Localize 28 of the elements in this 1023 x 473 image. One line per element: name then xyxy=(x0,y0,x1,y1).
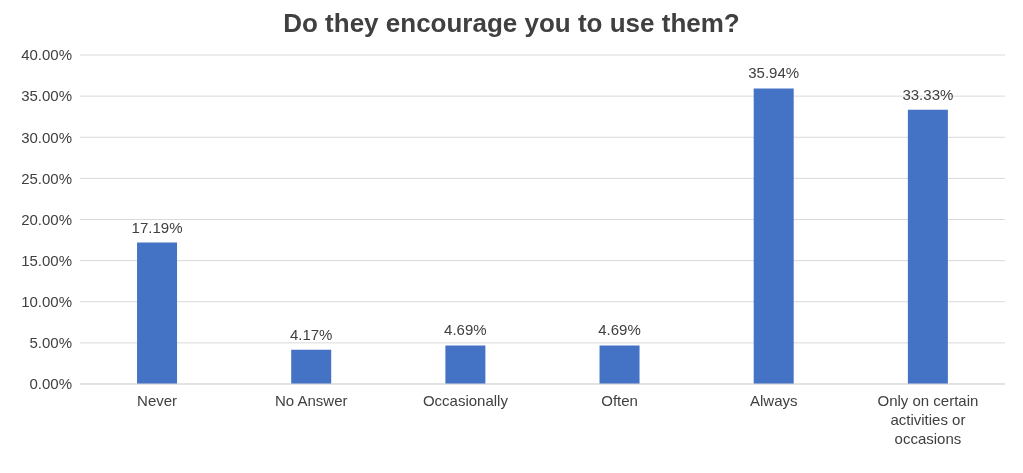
data-label: 35.94% xyxy=(748,64,800,82)
x-tick-label: Only on certain activities or occasions xyxy=(877,392,979,447)
x-tick-label: Often xyxy=(601,392,638,409)
x-tick-label: No Answer xyxy=(274,392,348,409)
y-tick-label: 5.00% xyxy=(29,334,72,352)
bar xyxy=(291,349,332,384)
x-tick-label: Never xyxy=(137,392,178,409)
y-tick-label: 25.00% xyxy=(21,169,72,187)
bar xyxy=(599,345,640,384)
data-label: 4.69% xyxy=(444,321,487,339)
y-tick-label: 0.00% xyxy=(29,375,72,393)
x-tick-label: Occasionally xyxy=(422,392,509,409)
y-tick-label: 35.00% xyxy=(21,87,72,105)
y-tick-label: 40.00% xyxy=(21,46,72,64)
bar xyxy=(753,88,794,384)
y-tick-label: 20.00% xyxy=(21,210,72,228)
y-tick-label: 15.00% xyxy=(21,251,72,269)
y-tick-label: 10.00% xyxy=(21,293,72,311)
data-label: 4.69% xyxy=(598,321,641,339)
data-label: 33.33% xyxy=(902,85,954,103)
data-label: 4.17% xyxy=(289,325,333,343)
bar xyxy=(907,109,948,384)
chart-title: Do they encourage you to use them? xyxy=(282,8,741,39)
bar xyxy=(137,242,178,384)
data-label: 17.19% xyxy=(131,218,183,236)
x-tick-label: Always xyxy=(749,392,798,409)
y-tick-label: 30.00% xyxy=(21,128,72,146)
bar xyxy=(445,345,486,384)
